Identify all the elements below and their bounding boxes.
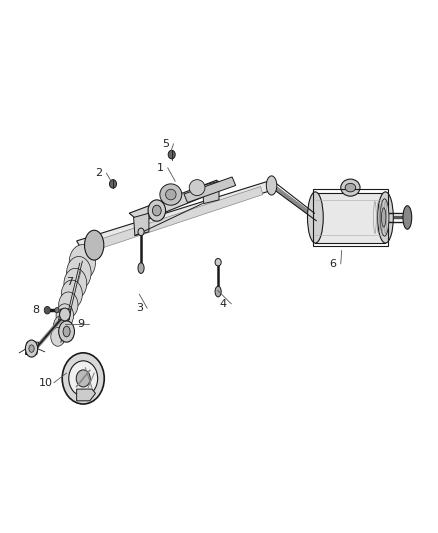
Ellipse shape xyxy=(56,304,74,327)
Ellipse shape xyxy=(166,189,176,200)
Polygon shape xyxy=(129,180,223,222)
Ellipse shape xyxy=(76,370,90,387)
Ellipse shape xyxy=(61,280,82,308)
Polygon shape xyxy=(77,389,95,401)
Ellipse shape xyxy=(85,230,104,260)
Ellipse shape xyxy=(67,256,91,289)
Polygon shape xyxy=(184,177,236,203)
Polygon shape xyxy=(77,180,275,251)
Ellipse shape xyxy=(378,192,393,243)
Ellipse shape xyxy=(215,259,221,266)
Ellipse shape xyxy=(345,183,356,192)
Polygon shape xyxy=(85,187,263,252)
Ellipse shape xyxy=(44,306,50,314)
Ellipse shape xyxy=(29,345,34,352)
Polygon shape xyxy=(25,342,39,354)
Text: 1: 1 xyxy=(156,163,163,173)
Ellipse shape xyxy=(53,316,69,337)
Ellipse shape xyxy=(266,176,277,195)
Ellipse shape xyxy=(25,340,38,357)
Ellipse shape xyxy=(168,150,175,159)
Text: 9: 9 xyxy=(78,319,85,328)
Ellipse shape xyxy=(341,179,360,196)
Ellipse shape xyxy=(51,327,65,346)
Ellipse shape xyxy=(110,180,117,188)
Polygon shape xyxy=(134,213,149,236)
Text: 4: 4 xyxy=(220,299,227,309)
Text: 8: 8 xyxy=(32,305,39,315)
Text: 3: 3 xyxy=(136,303,143,313)
Polygon shape xyxy=(315,193,385,243)
Text: 10: 10 xyxy=(39,378,53,387)
Ellipse shape xyxy=(63,326,70,337)
Ellipse shape xyxy=(138,228,144,236)
Polygon shape xyxy=(59,309,71,320)
Ellipse shape xyxy=(215,286,221,297)
Ellipse shape xyxy=(55,308,59,313)
Ellipse shape xyxy=(69,245,95,280)
Ellipse shape xyxy=(160,184,182,205)
Ellipse shape xyxy=(64,268,87,299)
Ellipse shape xyxy=(152,205,161,216)
Ellipse shape xyxy=(380,199,389,236)
Text: 5: 5 xyxy=(162,139,169,149)
Ellipse shape xyxy=(59,292,78,318)
Ellipse shape xyxy=(62,353,104,404)
Ellipse shape xyxy=(69,361,98,396)
Ellipse shape xyxy=(59,321,74,342)
Ellipse shape xyxy=(189,180,205,196)
Ellipse shape xyxy=(307,192,323,243)
Ellipse shape xyxy=(60,308,70,321)
Text: 7: 7 xyxy=(67,278,74,287)
Ellipse shape xyxy=(403,206,412,229)
Ellipse shape xyxy=(138,263,144,273)
Text: 6: 6 xyxy=(329,259,336,269)
Text: 2: 2 xyxy=(95,168,102,178)
Ellipse shape xyxy=(148,200,166,221)
Polygon shape xyxy=(202,181,219,204)
Ellipse shape xyxy=(381,208,386,227)
